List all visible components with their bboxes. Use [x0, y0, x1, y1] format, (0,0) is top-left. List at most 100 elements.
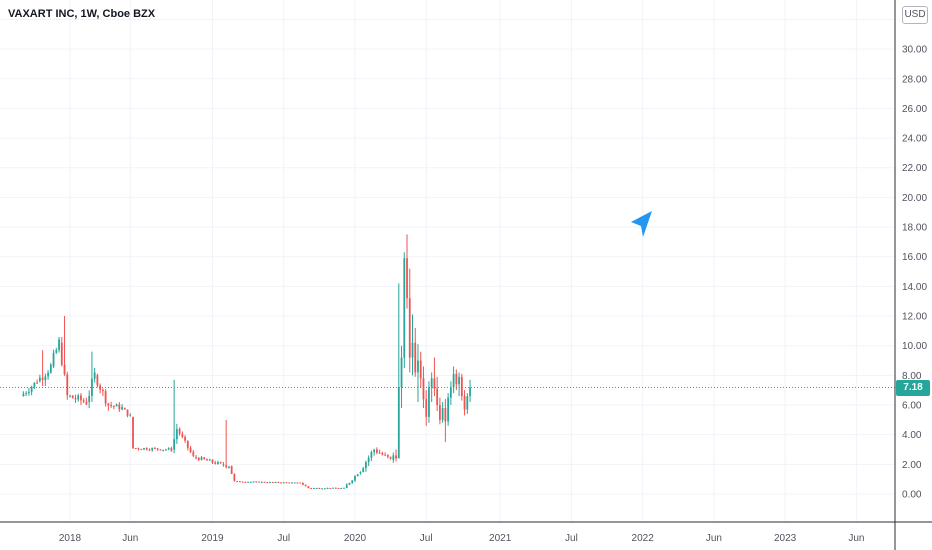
- candle-body: [252, 481, 255, 483]
- candle-body: [22, 393, 25, 397]
- candle-body: [334, 487, 337, 489]
- candle-body: [288, 482, 291, 484]
- y-tick-label: 26.00: [902, 104, 927, 115]
- candle-body: [271, 481, 274, 483]
- candle-body: [348, 482, 351, 485]
- candle-body: [214, 462, 217, 464]
- currency-button[interactable]: USD: [902, 6, 928, 24]
- candle-body: [123, 407, 126, 410]
- candle-body: [137, 448, 140, 450]
- candle-body: [107, 403, 110, 406]
- candle-body: [406, 258, 408, 299]
- candle-body: [217, 462, 219, 464]
- x-tick-label: Jul: [565, 533, 578, 544]
- candle-body: [381, 453, 384, 455]
- candle-body: [332, 487, 334, 489]
- x-tick-label: 2022: [632, 533, 655, 544]
- candle-body: [145, 448, 148, 450]
- candle-body: [236, 481, 239, 483]
- candle-body: [93, 372, 96, 379]
- y-tick-label: 20.00: [902, 193, 927, 204]
- candle-body: [359, 471, 362, 474]
- candle-body: [384, 454, 386, 456]
- candle-body: [280, 482, 282, 484]
- candle-body: [321, 488, 323, 490]
- candle-body: [299, 482, 302, 484]
- x-tick-label: Jul: [277, 533, 290, 544]
- candle-body: [356, 474, 359, 477]
- candle-body: [403, 258, 406, 358]
- candle-body: [186, 440, 189, 448]
- candle-body: [129, 415, 132, 417]
- candle-body: [134, 448, 137, 450]
- candle-body: [197, 457, 200, 461]
- candle-body: [269, 481, 271, 483]
- candle-body: [63, 364, 66, 375]
- candle-body: [55, 350, 58, 353]
- candle-body: [430, 378, 433, 388]
- candle-body: [189, 447, 192, 452]
- candle-body: [310, 488, 313, 490]
- candle-body: [419, 360, 422, 379]
- candle-body: [323, 488, 326, 490]
- candle-body: [154, 448, 156, 450]
- candle-body: [351, 480, 354, 483]
- candle-body: [28, 391, 30, 394]
- candle-body: [47, 372, 49, 377]
- x-tick-label: 2023: [774, 533, 797, 544]
- y-tick-label: 28.00: [902, 74, 927, 85]
- x-tick-label: Jun: [848, 533, 864, 544]
- candle-body: [82, 400, 85, 402]
- candle-body: [170, 448, 173, 451]
- candle-body: [30, 386, 33, 392]
- candle-body: [463, 396, 466, 410]
- candle-body: [318, 487, 321, 489]
- candle-body: [373, 449, 376, 453]
- y-tick-label: 2.00: [902, 460, 922, 471]
- candle-body: [71, 395, 74, 399]
- candle-body: [397, 387, 400, 459]
- candle-body: [140, 449, 143, 451]
- candle-body: [126, 409, 129, 416]
- candle-body: [195, 456, 197, 458]
- candle-body: [66, 374, 69, 396]
- candle-body: [436, 388, 439, 406]
- candle-body: [277, 481, 280, 483]
- candle-body: [167, 448, 170, 450]
- candle-body: [274, 481, 277, 483]
- candle-body: [293, 482, 296, 484]
- candle-body: [228, 466, 230, 468]
- candle-body: [104, 391, 107, 404]
- candle-body: [326, 487, 329, 489]
- candle-body: [400, 357, 403, 388]
- candle-body: [77, 395, 80, 400]
- candle-body: [417, 360, 419, 373]
- candle-body: [307, 486, 310, 489]
- candle-body: [52, 352, 55, 367]
- candle-body: [263, 481, 266, 483]
- candle-body: [455, 373, 458, 385]
- candle-body: [312, 488, 315, 490]
- candle-body: [296, 482, 299, 484]
- candle-body: [266, 482, 269, 484]
- candle-body: [222, 464, 225, 466]
- y-tick-label: 8.00: [902, 371, 922, 382]
- candle-body: [345, 484, 348, 489]
- candle-body: [441, 407, 444, 420]
- y-tick-label: 6.00: [902, 401, 922, 412]
- candle-body: [118, 404, 121, 410]
- candle-body: [132, 416, 134, 449]
- candle-body: [44, 376, 47, 381]
- y-tick-label: 0.00: [902, 490, 922, 501]
- candle-body: [362, 468, 365, 472]
- candle-body: [444, 407, 447, 422]
- candle-body: [33, 382, 36, 387]
- y-tick-label: 10.00: [902, 341, 927, 352]
- candle-body: [244, 481, 247, 483]
- candle-body: [143, 448, 145, 450]
- candle-body: [38, 377, 41, 382]
- candle-body: [302, 482, 304, 485]
- candle-body: [159, 449, 162, 451]
- candle-body: [238, 481, 241, 483]
